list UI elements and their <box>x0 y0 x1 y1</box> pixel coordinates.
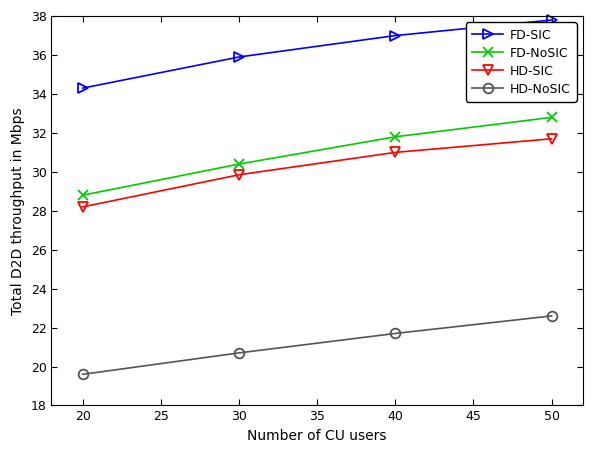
HD-SIC <box>548 136 555 142</box>
HD-SIC <box>391 150 399 155</box>
HD-NoSIC <box>548 313 555 319</box>
Line: HD-SIC: HD-SIC <box>78 134 557 212</box>
FD-NoSIC <box>548 114 555 120</box>
FD-SIC <box>235 54 242 60</box>
Legend: FD-SIC, FD-NoSIC, HD-SIC, HD-NoSIC: FD-SIC, FD-NoSIC, HD-SIC, HD-NoSIC <box>466 22 577 102</box>
HD-SIC <box>79 204 86 210</box>
Line: FD-SIC: FD-SIC <box>78 15 557 93</box>
FD-NoSIC <box>79 192 86 198</box>
HD-NoSIC <box>79 372 86 377</box>
Y-axis label: Total D2D throughput in Mbps: Total D2D throughput in Mbps <box>11 107 25 315</box>
Line: HD-NoSIC: HD-NoSIC <box>78 311 557 379</box>
FD-SIC <box>391 33 399 38</box>
FD-SIC <box>79 85 86 91</box>
HD-SIC <box>235 172 242 178</box>
HD-NoSIC <box>391 331 399 336</box>
HD-NoSIC <box>235 350 242 355</box>
X-axis label: Number of CU users: Number of CU users <box>247 429 387 443</box>
FD-NoSIC <box>235 161 242 167</box>
FD-SIC <box>548 17 555 23</box>
FD-NoSIC <box>391 134 399 139</box>
Line: FD-NoSIC: FD-NoSIC <box>78 113 557 200</box>
